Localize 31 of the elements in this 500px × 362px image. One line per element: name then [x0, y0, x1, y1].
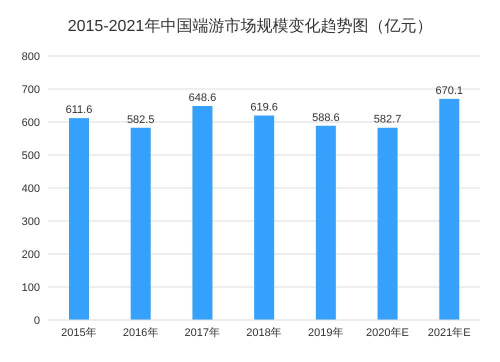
data-label: 588.6	[312, 112, 340, 124]
bar	[439, 98, 460, 320]
y-tick-label: 600	[22, 116, 40, 129]
y-tick-label: 300	[22, 216, 40, 228]
data-label: 619.6	[250, 102, 278, 114]
y-tick-label: 200	[22, 248, 40, 261]
bar	[316, 126, 336, 320]
x-tick-label: 2020年E	[366, 326, 409, 339]
y-tick-label: 700	[22, 84, 40, 96]
y-tick-label: 0	[34, 314, 40, 327]
bar	[130, 128, 151, 320]
data-label: 582.5	[126, 114, 154, 126]
x-tick-label: 2018年	[246, 326, 282, 339]
data-label: 670.1	[436, 84, 464, 97]
data-label: 611.6	[66, 104, 92, 116]
x-tick-label: 2015年	[61, 326, 97, 339]
y-tick-label: 800	[22, 50, 40, 63]
bar	[192, 106, 212, 320]
bar	[254, 116, 274, 320]
data-label: 582.7	[374, 114, 402, 126]
x-tick-label: 2019年	[308, 326, 344, 339]
bar	[69, 118, 89, 320]
y-tick-label: 500	[22, 150, 40, 162]
x-tick-label: 2021年E	[428, 326, 471, 339]
bar	[378, 128, 398, 320]
x-tick-label: 2016年	[122, 326, 158, 339]
x-tick-label: 2017年	[184, 326, 220, 339]
y-tick-label: 400	[22, 182, 40, 195]
data-label: 648.6	[188, 92, 216, 104]
y-tick-label: 100	[22, 282, 40, 294]
chart-title: 2015-2021年中国端游市场规模变化趋势图（亿元）	[66, 16, 434, 37]
